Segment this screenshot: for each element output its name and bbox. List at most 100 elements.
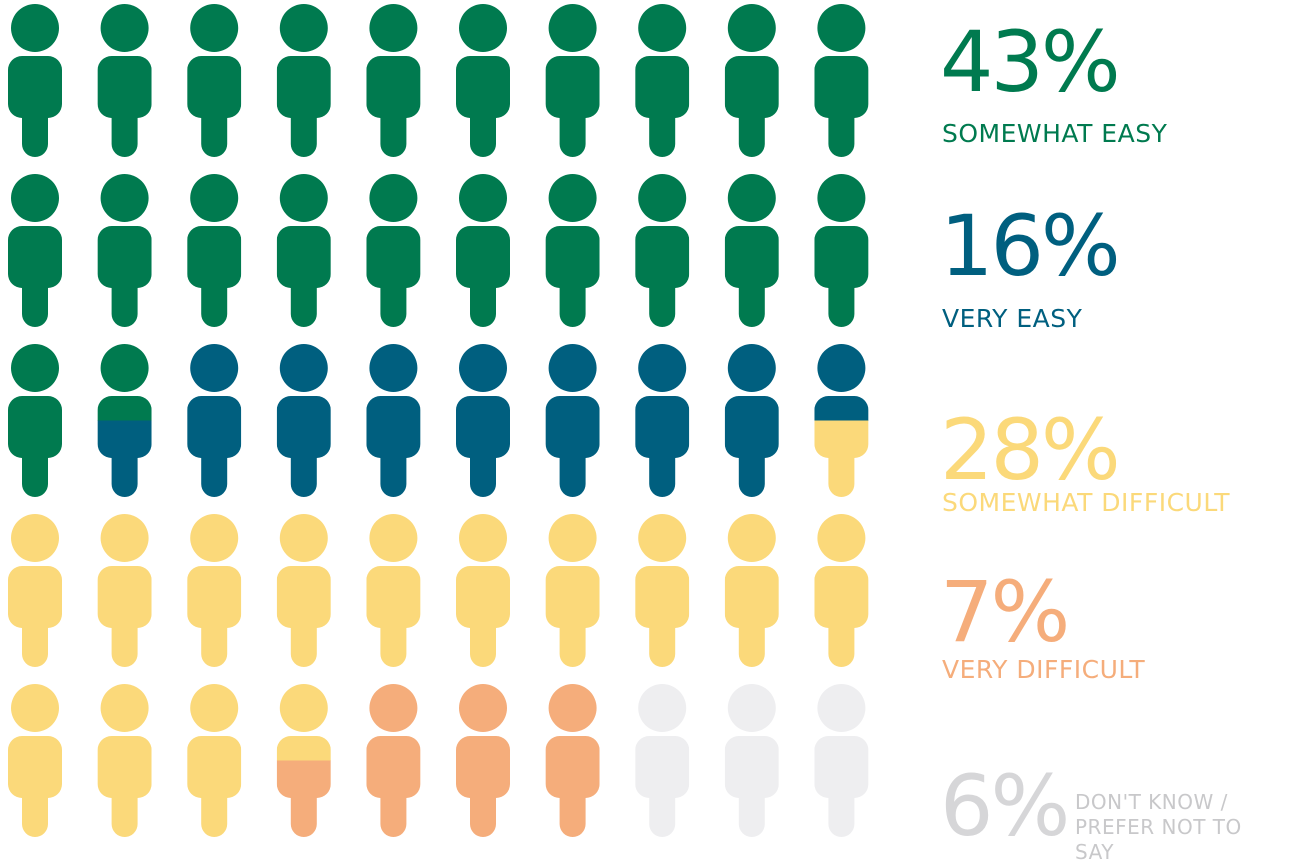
category-label: SOMEWHAT EASY (942, 119, 1168, 148)
icon-segment (276, 514, 331, 667)
icon-segment (276, 760, 331, 837)
value-label: 28% (940, 401, 1121, 499)
icon-segment (724, 4, 779, 157)
icon-segment (814, 344, 869, 421)
person-icon (545, 344, 600, 497)
icon-segment (635, 344, 690, 497)
icon-segment (814, 684, 869, 837)
person-icon (8, 174, 62, 327)
icon-segment (8, 684, 62, 837)
pictogram (8, 4, 869, 837)
icon-segment (366, 514, 421, 667)
icon-segment (276, 174, 331, 327)
icon-segment (187, 174, 242, 327)
person-icon (187, 684, 242, 837)
person-icon (545, 4, 600, 157)
icon-segment (97, 344, 152, 421)
person-icon (366, 344, 421, 497)
icon-segment (276, 344, 331, 497)
person-icon (724, 4, 779, 157)
icon-segment (724, 174, 779, 327)
icon-segment (8, 174, 62, 327)
value-label: 6% (940, 757, 1070, 855)
icon-segment (366, 344, 421, 497)
person-icon (814, 684, 869, 837)
person-icon (724, 514, 779, 667)
person-icon (366, 684, 421, 837)
person-icon (814, 514, 869, 667)
person-icon (366, 514, 421, 667)
icon-segment (814, 514, 869, 667)
person-icon (545, 514, 600, 667)
icon-segment (545, 514, 600, 667)
person-icon (814, 4, 869, 157)
category-label: VERY DIFFICULT (942, 655, 1146, 684)
icon-segment (8, 514, 62, 667)
person-icon (724, 174, 779, 327)
person-icon (635, 514, 690, 667)
person-icon (724, 684, 779, 837)
person-icon (814, 174, 869, 327)
icon-segment (724, 344, 779, 497)
icon-segment (8, 4, 62, 157)
person-icon (456, 514, 510, 667)
person-icon (366, 4, 421, 157)
person-icon (545, 684, 600, 837)
icon-segment (724, 684, 779, 837)
icon-segment (276, 4, 331, 157)
icon-segment (456, 4, 510, 157)
person-icon (97, 174, 152, 327)
person-icon (635, 4, 690, 157)
icon-segment (814, 174, 869, 327)
person-icon (97, 684, 152, 837)
person-icon (8, 684, 62, 837)
icon-segment (635, 4, 690, 157)
person-icon (276, 344, 331, 497)
person-icon (187, 514, 242, 667)
person-icon (187, 344, 242, 497)
icon-segment (456, 514, 510, 667)
person-icon (545, 174, 600, 327)
person-icon (456, 174, 510, 327)
icon-segment (97, 174, 152, 327)
icon-segment (545, 4, 600, 157)
value-label: 16% (940, 197, 1121, 295)
icon-segment (97, 684, 152, 837)
icon-segment (456, 684, 510, 837)
person-icon (814, 344, 869, 497)
person-icon (276, 174, 331, 327)
person-icon (635, 684, 690, 837)
person-icon (456, 684, 510, 837)
person-icon (187, 4, 242, 157)
icon-segment (366, 684, 421, 837)
icon-segment (187, 4, 242, 157)
icon-segment (545, 174, 600, 327)
icon-segment (545, 344, 600, 497)
value-label: 43% (940, 13, 1121, 111)
infographic: 43% SOMEWHAT EASY 16% VERY EASY 28% SOMEWHAT … (8, 4, 1241, 864)
icon-segment (456, 344, 510, 497)
person-icon (97, 4, 152, 157)
person-icon (97, 514, 152, 667)
category-label: DON'T KNOW / PREFER NOT TO SAY (1075, 790, 1242, 864)
icon-segment (366, 4, 421, 157)
person-icon (276, 514, 331, 667)
person-icon (8, 514, 62, 667)
category-label: SOMEWHAT DIFFICULT (942, 488, 1231, 517)
icon-segment (814, 420, 869, 497)
person-icon (456, 344, 510, 497)
person-icon (8, 344, 62, 497)
person-icon (456, 4, 510, 157)
icon-segment (8, 344, 62, 497)
icon-segment (814, 4, 869, 157)
icon-segment (635, 514, 690, 667)
icon-segment (456, 174, 510, 327)
person-icon (8, 4, 62, 157)
person-icon (635, 174, 690, 327)
icon-segment (97, 514, 152, 667)
icon-segment (276, 684, 331, 761)
icon-segment (97, 4, 152, 157)
value-label: 7% (940, 563, 1070, 661)
icon-segment (366, 174, 421, 327)
person-icon (97, 344, 152, 497)
